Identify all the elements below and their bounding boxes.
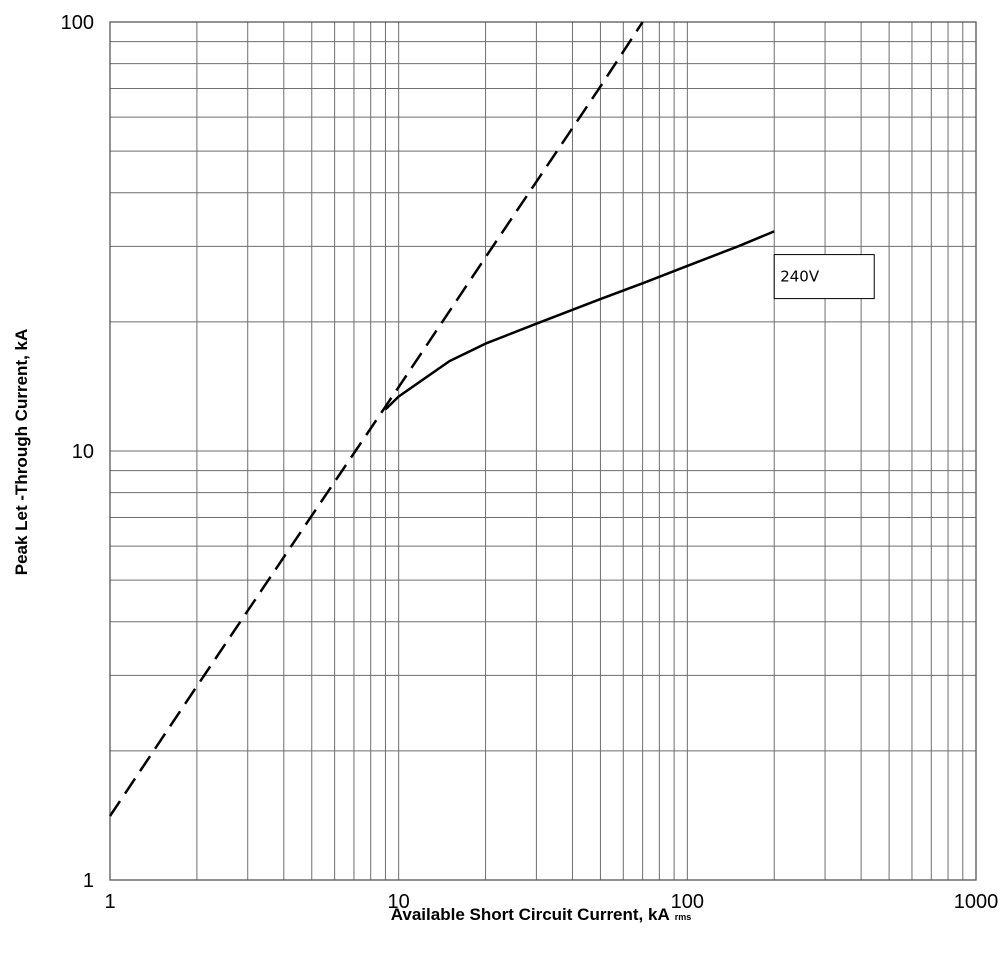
x-tick-labels: 1 10 100 1000: [104, 891, 998, 913]
x-axis-label: Available Short Circuit Current, kA rms: [391, 905, 692, 924]
y-tick-labels: 1 10 100: [61, 12, 94, 892]
annotations: 240V: [773, 254, 875, 300]
y-tick-label: 1: [83, 870, 94, 892]
y-axis-label: Peak Let -Through Current, kA: [12, 329, 31, 576]
x-axis-label-main: Available Short Circuit Current, kA: [391, 905, 670, 924]
plot-frame: [109, 21, 977, 881]
x-tick-label: 100: [671, 891, 704, 913]
x-tick-label: 10: [388, 891, 410, 913]
grid: [109, 21, 977, 881]
y-tick-label: 10: [72, 441, 94, 463]
annotation-box: [773, 254, 875, 300]
series-group: [108, 21, 775, 817]
x-tick-label: 1: [104, 891, 115, 913]
series-line-solid: [384, 230, 775, 411]
series-line-dashed: [108, 21, 644, 817]
annotation-label: 240V: [780, 268, 820, 286]
x-tick-label: 1000: [954, 891, 999, 913]
y-tick-label: 100: [61, 12, 94, 34]
x-axis-label-subscript: rms: [675, 912, 692, 922]
